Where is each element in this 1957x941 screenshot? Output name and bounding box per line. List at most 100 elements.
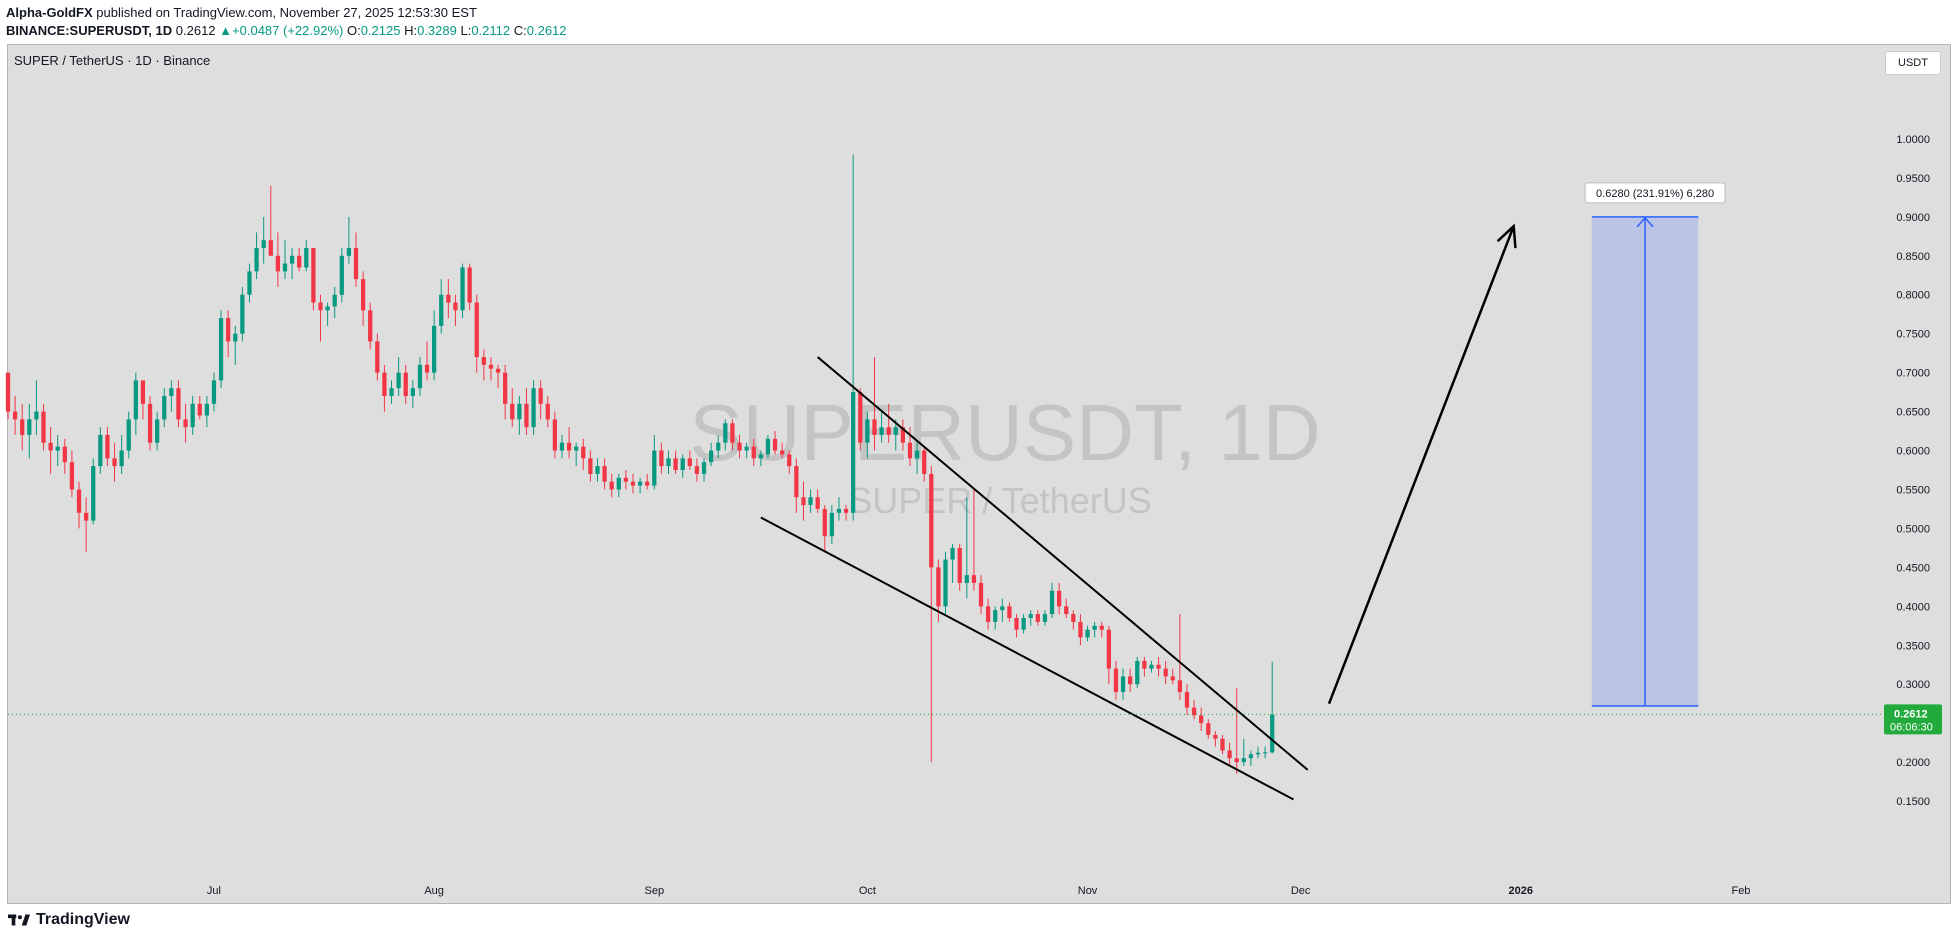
candle-body [744,446,749,451]
price-tick-label: 0.4500 [1896,562,1930,574]
candle-body [538,388,543,404]
currency-button[interactable]: USDT [1885,51,1941,75]
candle-body [1206,723,1211,735]
candle-body [275,255,281,272]
candle-body [48,442,53,451]
candle-body [517,403,522,420]
candle-body [1248,754,1254,759]
candle-body [1120,676,1126,692]
price-tick-label: 0.6000 [1896,446,1930,458]
time-tick-label: Dec [1291,885,1311,897]
price-tag-bg [1884,704,1942,735]
candle-body [1142,660,1147,669]
candle-body [829,512,834,537]
candle-body [1270,714,1275,753]
candles-group[interactable] [5,154,1275,774]
candle-body [133,380,138,420]
candle-body [268,240,273,256]
candle-body [1064,606,1069,615]
candle-body [1078,621,1083,638]
candle-body [254,248,259,272]
candle-body [1071,614,1076,622]
candle-body [453,302,458,311]
candle-body [716,442,721,451]
candle-body [751,446,756,459]
price-tick-label: 0.8500 [1896,251,1930,263]
candle-body [304,248,309,268]
time-tick-label: Nov [1078,885,1098,897]
candle-body [91,466,96,521]
candle-body [900,427,906,443]
price-tick-label: 0.4000 [1896,601,1930,613]
candle-body [1177,680,1183,692]
candle-body [858,392,863,443]
time-tick-label: Oct [859,885,876,897]
candle-body [226,318,231,342]
projection-box-group[interactable]: 0.6280 (231.91%) 6,280 [1584,182,1726,707]
high-label: H: [404,23,418,38]
candle-body [893,427,898,435]
price-tick-label: 1.0000 [1896,134,1930,146]
candle-body [843,508,849,513]
symbol-title[interactable]: SUPER / TetherUS · 1D · Binance [14,53,211,68]
candle-body [531,388,536,428]
candle-body [1007,606,1012,618]
candle-body [12,411,18,420]
candle-body [836,508,842,513]
candle-body [346,248,352,256]
candle-body [297,255,302,268]
candle-body [353,248,359,280]
candle-body [183,419,188,428]
forecast-arrow-head [1496,223,1517,249]
symbol-line: BINANCE:SUPERUSDT, 1D [6,23,173,38]
time-axis[interactable]: Jul Aug Sep Oct Nov Dec 2026 Feb [207,885,1751,897]
candle-body [375,341,380,373]
price-tick-label: 0.9000 [1896,212,1930,224]
candle-body [545,403,550,420]
publisher-name[interactable]: Alpha-GoldFX [6,5,93,20]
candle-body [787,454,792,467]
projection-box-arrow-head [1636,216,1654,228]
candle-body [439,294,444,326]
candle-body [98,434,103,467]
candle-body [595,466,600,474]
open-label: O: [346,23,361,38]
candle-body [730,423,735,443]
projection-label-bg [1584,182,1726,204]
candle-body [574,446,579,451]
candle-body [368,310,373,342]
candle-body [801,497,806,506]
candle-body [1227,750,1232,759]
candle-body [41,411,46,443]
candle-body [360,279,366,311]
watermark-main: SUPERUSDT, 1D [689,388,1320,477]
candle-body [503,372,508,404]
price-tick-label: 0.8000 [1896,290,1930,302]
candle-body [289,255,295,264]
candle-body [481,357,486,365]
forecast-arrow-shaft [1327,225,1515,705]
candle-body [382,372,387,396]
low-label: L: [460,23,472,38]
candle-body [872,419,877,435]
candle-body [83,512,89,521]
candle-body [218,318,224,381]
price-tick-label: 0.3000 [1896,679,1930,691]
tradingview-footer[interactable]: TradingView [8,911,130,929]
candle-body [623,477,629,482]
publish-text: published on TradingView.com, November 2… [96,5,477,20]
watermark-sub: SUPER / TetherUS [848,480,1151,521]
open-value: 0.2125 [360,23,401,38]
candle-body [559,442,565,451]
candle-body [879,427,884,435]
drawings-group[interactable] [760,223,1517,801]
candle-body [602,466,607,482]
candle-body [169,388,174,396]
projection-label: 0.6280 (231.91%) 6,280 [1596,188,1714,200]
candle-body [1213,734,1218,739]
candle-body [1106,629,1111,669]
candle-body [616,477,621,490]
candle-body [971,575,977,583]
time-tick-label: 2026 [1509,885,1533,897]
